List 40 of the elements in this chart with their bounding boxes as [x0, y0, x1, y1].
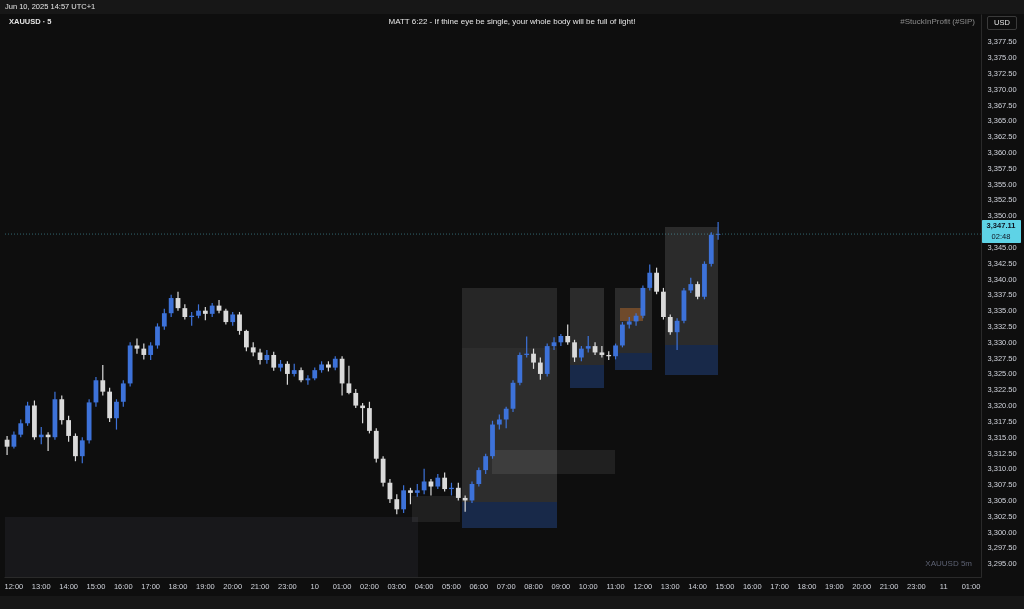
annotation: #StuckInProfit (#SIP) [900, 17, 975, 27]
annotation: XAUUSD 5m [925, 559, 972, 569]
candlestick [647, 263, 653, 292]
candlestick [120, 379, 126, 408]
candlestick [367, 401, 372, 434]
candlestick [168, 294, 174, 318]
candlestick [264, 349, 270, 365]
candlestick [161, 308, 167, 331]
candlestick [572, 339, 577, 363]
candlestick [285, 360, 290, 386]
candlestick [243, 329, 249, 352]
candlestick [134, 337, 140, 355]
candlestick [114, 398, 119, 431]
candlestick [476, 466, 482, 488]
candlestick [667, 313, 673, 336]
candlestick [442, 472, 448, 493]
candlestick [428, 478, 434, 496]
candlestick [654, 267, 659, 295]
candlestick [421, 468, 427, 495]
candlestick [483, 453, 489, 475]
candlestick [537, 356, 543, 381]
candlestick [66, 415, 71, 443]
candlestick [271, 351, 277, 372]
candlestick [599, 345, 605, 359]
candlestick [565, 324, 571, 346]
candlestick [25, 401, 30, 427]
candlestick [715, 221, 721, 241]
candlestick [531, 348, 536, 370]
candlestick [401, 484, 407, 514]
candlestick [73, 432, 78, 462]
candlestick [353, 388, 359, 409]
candlestick [394, 493, 400, 515]
candlestick [620, 321, 625, 348]
candlestick [100, 364, 106, 397]
candlestick [155, 322, 160, 350]
candlestick [503, 406, 509, 429]
candlestick [59, 394, 65, 426]
candlestick [237, 311, 242, 336]
chart-subtitle: MATT 6:22 - If thine eye be single, your whole body will be full of light! [388, 17, 636, 27]
candlestick [79, 436, 85, 464]
